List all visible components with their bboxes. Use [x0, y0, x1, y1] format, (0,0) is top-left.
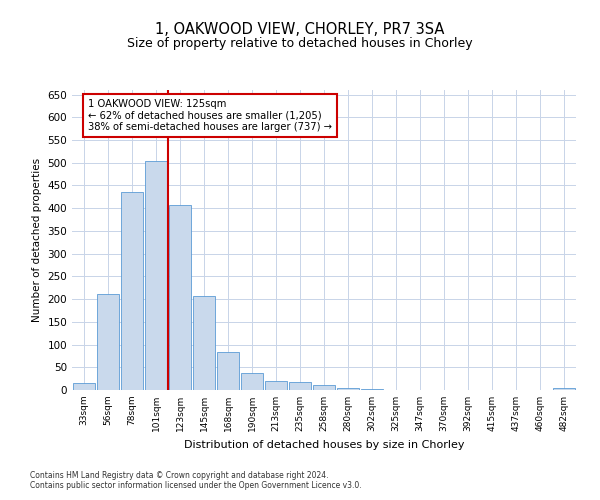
Bar	[193, 296, 215, 390]
Text: 1 OAKWOOD VIEW: 125sqm
← 62% of detached houses are smaller (1,205)
38% of semi-: 1 OAKWOOD VIEW: 125sqm ← 62% of detached…	[88, 99, 332, 132]
Text: Contains public sector information licensed under the Open Government Licence v3: Contains public sector information licen…	[30, 480, 362, 490]
Bar	[265, 382, 287, 390]
Bar	[337, 388, 359, 390]
Bar	[121, 192, 143, 390]
Bar	[73, 383, 95, 390]
Bar	[313, 385, 335, 390]
Bar	[553, 388, 575, 390]
Y-axis label: Number of detached properties: Number of detached properties	[32, 158, 42, 322]
Bar	[217, 352, 239, 390]
Bar	[289, 382, 311, 390]
Text: 1, OAKWOOD VIEW, CHORLEY, PR7 3SA: 1, OAKWOOD VIEW, CHORLEY, PR7 3SA	[155, 22, 445, 38]
Text: Size of property relative to detached houses in Chorley: Size of property relative to detached ho…	[127, 38, 473, 51]
Bar	[145, 162, 167, 390]
Text: Contains HM Land Registry data © Crown copyright and database right 2024.: Contains HM Land Registry data © Crown c…	[30, 470, 329, 480]
Bar	[97, 294, 119, 390]
X-axis label: Distribution of detached houses by size in Chorley: Distribution of detached houses by size …	[184, 440, 464, 450]
Bar	[361, 389, 383, 390]
Bar	[241, 372, 263, 390]
Bar	[169, 204, 191, 390]
